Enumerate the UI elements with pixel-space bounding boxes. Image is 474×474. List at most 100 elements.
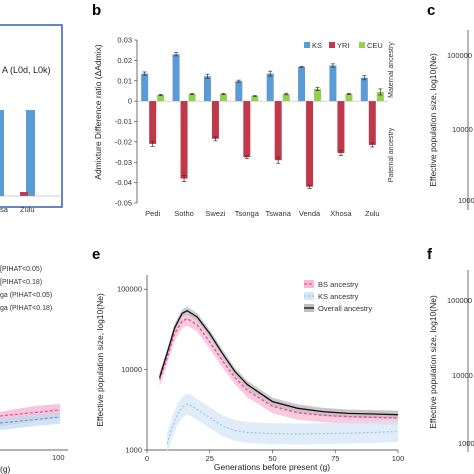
- panel-b-bar-yri: [149, 101, 157, 144]
- panel-e-ytick-label: 1000: [125, 446, 142, 455]
- panel-e-line-ks-ancestry: [166, 403, 399, 444]
- panel-e: e Effective population size, log10(Ne) 1…: [92, 246, 404, 472]
- panel-b-ytick-label: 0: [128, 97, 132, 106]
- panel-b-legend-label-ks: KS: [312, 41, 322, 50]
- panel-b-xtick-label: Xhosa: [330, 209, 352, 218]
- panel-d-legend-3: ga (PIHAT<0.05): [0, 292, 52, 299]
- panel-b-ytick-label: -0.03: [115, 158, 132, 167]
- panel-d-line-pink: [0, 409, 61, 417]
- panel-e-line-overall-ancestry: [158, 309, 399, 416]
- panel-b-bar-ceu: [376, 91, 384, 102]
- panel-b-bar-ceu: [251, 96, 259, 102]
- panel-b-bar-ceu: [157, 95, 165, 102]
- panel-a-fragment: A (L0d, L0k) sa Zulu: [0, 24, 63, 214]
- panel-b-xtick-label: Tsonga: [235, 209, 260, 218]
- panel-d-fragment: [PIHAT<0.05) [PIHAT<0.18) ga (PIHAT<0.05…: [0, 266, 68, 474]
- panel-b-xtick-label: Pedi: [145, 209, 160, 218]
- panel-b-bar-ceu: [219, 93, 227, 102]
- panel-a-tick-left: sa: [0, 205, 9, 214]
- panel-d-legend-1: [PIHAT<0.05): [0, 266, 42, 273]
- panel-f-ylabel: Effective population size, log10(Ne): [428, 295, 438, 429]
- panel-f-tick-100000: 100000: [447, 296, 472, 305]
- panel-b-ytick-label: -0.04: [115, 178, 132, 187]
- panel-d-band-blue: [0, 413, 60, 430]
- panel-b-xtick-label: Swezi: [205, 209, 225, 218]
- panel-b-bar-ceu: [314, 88, 322, 102]
- panel-a-title-fragment: A (L0d, L0k): [2, 65, 51, 75]
- panel-a-tick-zulu: Zulu: [20, 205, 35, 214]
- panel-b-bar-yri: [274, 101, 282, 161]
- panel-b-legend: KS YRI CEU: [304, 41, 383, 50]
- panel-e-legend-label: Overall ancestry: [318, 304, 372, 313]
- panel-e-legend: BS ancestry KS ancestry Overall ancestry: [304, 280, 372, 313]
- panel-b-xtick-label: Zulu: [365, 209, 380, 218]
- panel-a-bar-1: [0, 110, 4, 196]
- panel-d-xtick-100: 100: [52, 453, 65, 462]
- panel-e-xtick-label: 75: [331, 454, 339, 463]
- panel-e-ylabel: Effective population size, log10(Ne): [95, 293, 105, 427]
- panel-b-bar-ks: [360, 77, 368, 102]
- panel-e-legend-label: KS ancestry: [318, 292, 359, 301]
- panel-b-xtick-label: Tswana: [265, 209, 291, 218]
- panel-b-ytick-label: -0.01: [115, 117, 132, 126]
- panel-e-letter: e: [92, 246, 100, 263]
- panel-f-letter: f: [427, 246, 433, 263]
- panel-f-tick-1000: 1000: [458, 439, 474, 448]
- panel-b-legend-swatch-yri: [329, 42, 335, 48]
- panel-c-letter: c: [427, 2, 435, 19]
- panel-b-bar-yri: [306, 101, 314, 187]
- panel-d-xlabel-fragment: (g): [0, 464, 11, 474]
- panel-c-tick-10000: 10000: [452, 125, 473, 134]
- panel-b-ytick-label: 0.03: [117, 36, 132, 45]
- panel-b-bar-ceu: [282, 93, 290, 102]
- panel-b-letter: b: [92, 2, 101, 19]
- panel-b: b Admixture Difference ratio (ΔAdmix) Ma…: [92, 2, 395, 218]
- panel-b-xtick-label: Venda: [299, 209, 321, 218]
- panel-b-bar-yri: [337, 101, 345, 154]
- panel-e-xlabel: Generations before present (g): [214, 462, 330, 472]
- panel-b-ytick-label: -0.05: [115, 199, 132, 208]
- panel-b-right-label-top: Maternal ancestry: [388, 42, 395, 98]
- panel-e-band-1: [167, 393, 398, 455]
- panel-b-ylabel: Admixture Difference ratio (ΔAdmix): [93, 44, 103, 180]
- panel-b-bar-yri: [211, 101, 219, 139]
- panel-b-ytick-label: 0.01: [117, 76, 132, 85]
- panel-c-ylabel: Effective population size, log10(Ne): [428, 53, 438, 187]
- panel-b-bar-ks: [298, 66, 306, 102]
- panel-b-bar-ks: [141, 73, 149, 102]
- panel-d-legend-4: ga (PIHAT<0.18): [0, 305, 52, 312]
- panel-e-xtick-label: 100: [392, 454, 405, 463]
- panel-b-bar-ks: [329, 65, 337, 102]
- panel-b-legend-label-yri: YRI: [337, 41, 350, 50]
- panel-e-legend-label: BS ancestry: [318, 280, 359, 289]
- panel-b-xtick-label: Sotho: [174, 209, 194, 218]
- panel-b-ytick-label: 0.02: [117, 56, 132, 65]
- panel-f-fragment: f Effective population size, log10(Ne) 1…: [427, 246, 474, 452]
- panel-b-bar-ceu: [345, 93, 353, 102]
- panel-a-bar-zulu-ks: [26, 110, 35, 196]
- panel-a-frame: [0, 24, 63, 208]
- panel-b-bar-ceu: [188, 93, 196, 102]
- panel-e-xtick-label: 50: [268, 454, 276, 463]
- panel-c-tick-100000: 100000: [447, 51, 472, 60]
- panel-e-axes: 100000 10000 10000 25 50 75 100: [117, 275, 404, 463]
- panel-b-axes: 0.03 0.02 0.01 0 -0.01 -0.02 -0.03 -0.04 -0.05 Pe…: [115, 36, 388, 218]
- panel-e-ytick-label: 10000: [121, 365, 142, 374]
- panel-c-tick-1000: 1000: [458, 196, 474, 205]
- panel-d-legend-2: [PIHAT<0.18): [0, 279, 42, 286]
- panel-e-line-bs-ancestry: [158, 317, 399, 419]
- panel-f-tick-10000: 10000: [452, 371, 473, 380]
- panel-b-bar-yri: [180, 101, 188, 179]
- panel-a-bar-zulu-yri: [20, 192, 28, 196]
- panel-b-bar-ks: [266, 73, 274, 102]
- panel-b-right-label-bottom: Paternal ancestry: [388, 127, 395, 182]
- panel-b-bar-yri: [368, 101, 376, 145]
- panel-d-line-blue: [0, 416, 61, 424]
- panel-b-legend-swatch-ceu: [359, 42, 365, 48]
- panel-b-bar-yri: [243, 101, 251, 158]
- panel-b-legend-swatch-ks: [304, 42, 310, 48]
- panel-c-fragment: c Effective population size, log10(Ne) 1…: [427, 2, 474, 210]
- panel-e-xtick-label: 0: [145, 454, 149, 463]
- panel-b-legend-label-ceu: CEU: [367, 41, 383, 50]
